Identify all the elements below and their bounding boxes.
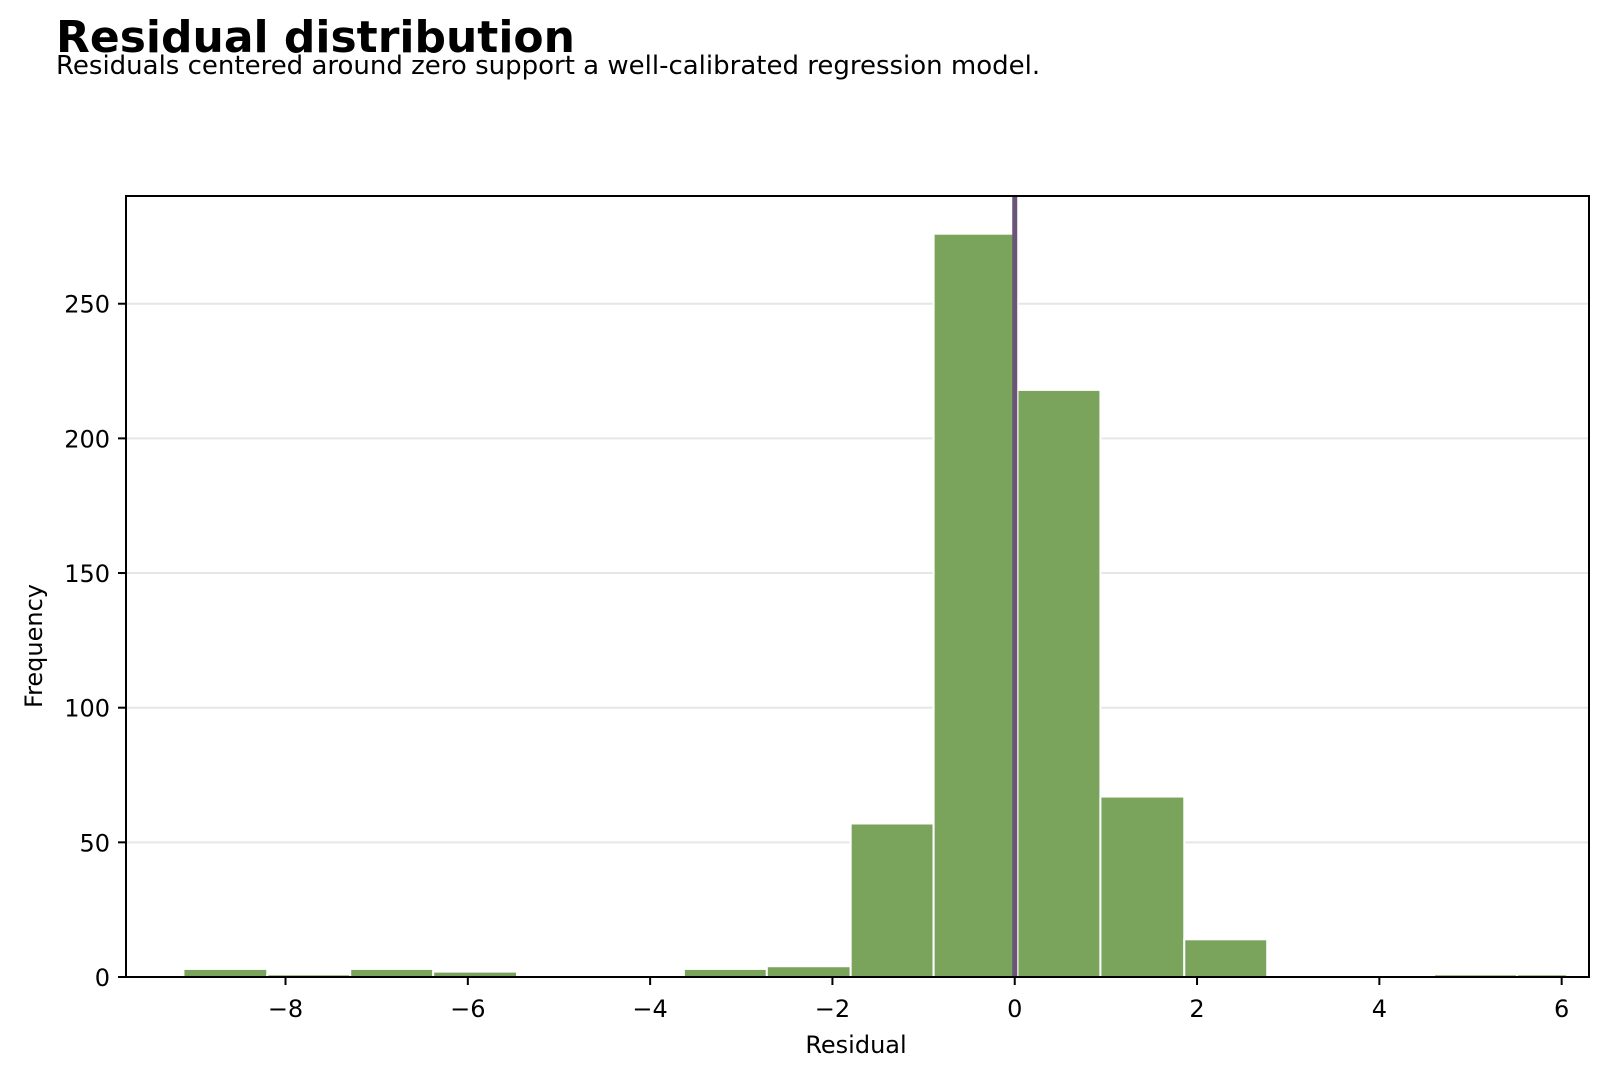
- y-tick-label: 150: [64, 560, 110, 588]
- histogram-bar: [349, 967, 435, 979]
- grid-lines: [126, 302, 1589, 844]
- x-tick-label: −2: [815, 995, 850, 1023]
- x-tick-label: −8: [268, 995, 303, 1023]
- histogram-bar: [1016, 388, 1102, 978]
- histogram-bar: [932, 232, 1019, 979]
- x-tick-label: −4: [632, 995, 667, 1023]
- axes: −8 −6 −4 −2 0 2 4 6 0 50 100 150 200 250: [64, 195, 1590, 1023]
- y-axis-label: Frequency: [20, 584, 48, 708]
- histogram-bar: [765, 965, 852, 979]
- x-tick-label: 4: [1372, 995, 1387, 1023]
- x-tick-label: 2: [1189, 995, 1204, 1023]
- y-tick-label: 50: [79, 829, 110, 857]
- y-tick-label: 0: [95, 964, 110, 992]
- chart-title: Residual distribution: [56, 12, 575, 63]
- x-tick-label: −6: [450, 995, 485, 1023]
- histogram-bars: [182, 232, 1569, 979]
- y-tick-label: 100: [64, 695, 110, 723]
- y-tick-label: 250: [64, 291, 110, 319]
- histogram-bar: [1099, 795, 1186, 978]
- y-tick-label: 200: [64, 425, 110, 453]
- histogram-bar: [1183, 938, 1269, 979]
- histogram-bar: [182, 967, 269, 979]
- histogram-bar: [849, 822, 935, 978]
- x-axis-label: Residual: [805, 1031, 906, 1059]
- plot-frame: [125, 195, 1590, 978]
- chart-subtitle: Residuals centered around zero support a…: [56, 51, 1041, 81]
- x-tick-label: 6: [1554, 995, 1569, 1023]
- histogram-bar: [682, 967, 768, 979]
- x-tick-label: 0: [1007, 995, 1022, 1023]
